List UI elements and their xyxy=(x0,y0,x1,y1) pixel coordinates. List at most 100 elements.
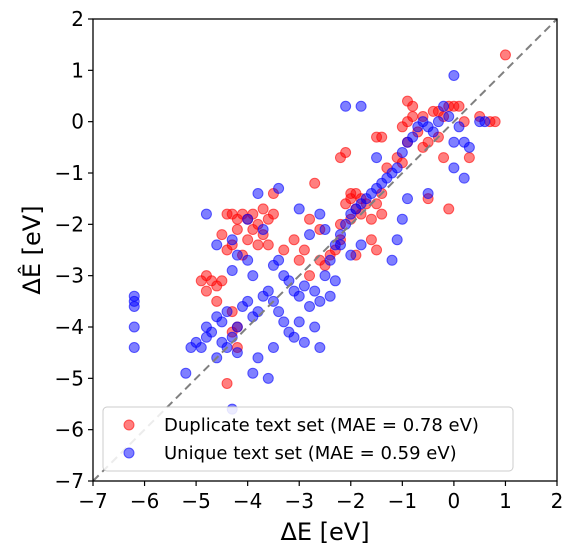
unique-point xyxy=(258,224,268,234)
unique-point xyxy=(449,163,459,173)
unique-point xyxy=(274,255,284,265)
duplicate-point xyxy=(201,286,211,296)
unique-point xyxy=(227,266,237,276)
duplicate-point xyxy=(341,147,351,157)
duplicate-point xyxy=(217,230,227,240)
unique-point xyxy=(305,301,315,311)
x-tick-label: −2 xyxy=(336,489,365,513)
duplicate-point xyxy=(263,240,273,250)
y-tick-label: −5 xyxy=(55,366,84,390)
unique-point xyxy=(439,101,449,111)
duplicate-point xyxy=(408,112,418,122)
duplicate-point xyxy=(408,101,418,111)
unique-point xyxy=(315,343,325,353)
duplicate-point xyxy=(310,178,320,188)
unique-point xyxy=(263,286,273,296)
unique-point xyxy=(232,348,242,358)
duplicate-point xyxy=(243,235,253,245)
duplicate-point xyxy=(500,50,510,60)
unique-point xyxy=(346,250,356,260)
unique-point xyxy=(392,163,402,173)
legend: Duplicate text set (MAE = 0.78 eV) Uniqu… xyxy=(103,407,513,471)
unique-point xyxy=(449,70,459,80)
unique-point xyxy=(129,322,139,332)
y-tick-label: −2 xyxy=(55,212,84,236)
legend-label-unique: Unique text set (MAE = 0.59 eV) xyxy=(164,443,457,464)
unique-point xyxy=(315,296,325,306)
unique-point xyxy=(129,343,139,353)
unique-point xyxy=(480,117,490,127)
unique-point xyxy=(449,137,459,147)
y-tick-label: 0 xyxy=(71,110,84,134)
unique-point xyxy=(325,255,335,265)
unique-point xyxy=(232,322,242,332)
duplicate-point xyxy=(372,245,382,255)
unique-point xyxy=(305,230,315,240)
unique-point xyxy=(227,332,237,342)
unique-point xyxy=(129,301,139,311)
x-tick-label: 2 xyxy=(551,489,564,513)
x-tick-label: 0 xyxy=(448,489,461,513)
y-tick-label: 1 xyxy=(71,58,84,82)
unique-point xyxy=(284,276,294,286)
duplicate-point xyxy=(258,204,268,214)
unique-point xyxy=(392,235,402,245)
unique-point xyxy=(253,307,263,317)
duplicate-point xyxy=(464,153,474,163)
unique-point xyxy=(222,307,232,317)
unique-point xyxy=(341,101,351,111)
duplicate-point xyxy=(377,132,387,142)
unique-point xyxy=(274,307,284,317)
x-tick-label: −1 xyxy=(388,489,417,513)
duplicate-point xyxy=(222,378,232,388)
y-axis-label: ΔÊ [eV] xyxy=(17,205,46,294)
unique-point xyxy=(248,368,258,378)
unique-point xyxy=(320,271,330,281)
x-axis-ticks: −7 −6 −5 −4 −3 −2 −1 0 1 2 xyxy=(78,481,563,513)
duplicate-point xyxy=(217,276,227,286)
y-axis-ticks: −7 −6 −5 −4 −3 −2 −1 0 1 2 xyxy=(55,7,93,493)
y-tick-label: 2 xyxy=(71,7,84,31)
unique-point xyxy=(397,214,407,224)
duplicate-point xyxy=(366,214,376,224)
unique-point xyxy=(181,368,191,378)
unique-point xyxy=(243,296,253,306)
duplicate-point xyxy=(372,199,382,209)
unique-point xyxy=(263,373,273,383)
unique-point xyxy=(294,204,304,214)
duplicate-point xyxy=(490,117,500,127)
unique-point xyxy=(227,235,237,245)
y-tick-label: −4 xyxy=(55,315,84,339)
unique-point xyxy=(387,255,397,265)
duplicate-point xyxy=(289,235,299,245)
x-tick-label: 1 xyxy=(499,489,512,513)
x-axis-label: ΔE [eV] xyxy=(280,518,369,546)
duplicate-point xyxy=(253,240,263,250)
duplicate-point xyxy=(454,101,464,111)
points-layer xyxy=(129,50,510,414)
unique-point xyxy=(299,337,309,347)
unique-point xyxy=(196,343,206,353)
x-tick-label: −5 xyxy=(181,489,210,513)
unique-point xyxy=(279,317,289,327)
y-tick-label: −3 xyxy=(55,264,84,288)
y-tick-label: −7 xyxy=(55,469,84,493)
y-tick-label: −6 xyxy=(55,418,84,442)
unique-point xyxy=(299,281,309,291)
legend-marker-unique xyxy=(124,448,134,458)
unique-point xyxy=(402,194,412,204)
legend-marker-duplicate xyxy=(124,420,134,430)
duplicate-point xyxy=(222,245,232,255)
unique-point xyxy=(315,209,325,219)
duplicate-point xyxy=(444,204,454,214)
unique-point xyxy=(310,286,320,296)
unique-point xyxy=(320,224,330,234)
unique-point xyxy=(464,142,474,152)
unique-point xyxy=(243,214,253,224)
unique-point xyxy=(428,127,438,137)
duplicate-point xyxy=(232,224,242,234)
unique-point xyxy=(274,183,284,193)
duplicate-point xyxy=(377,209,387,219)
unique-point xyxy=(423,189,433,199)
